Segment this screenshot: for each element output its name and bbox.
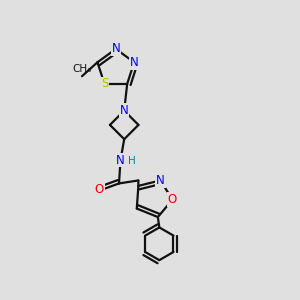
Text: S: S [101, 77, 108, 90]
Text: N: N [156, 174, 165, 187]
Text: O: O [168, 193, 177, 206]
Text: O: O [95, 183, 104, 196]
Text: CH₃: CH₃ [72, 64, 92, 74]
Text: H: H [128, 156, 136, 166]
Text: N: N [116, 154, 125, 167]
Text: N: N [120, 104, 129, 117]
Text: N: N [130, 56, 139, 69]
Text: N: N [111, 42, 120, 56]
